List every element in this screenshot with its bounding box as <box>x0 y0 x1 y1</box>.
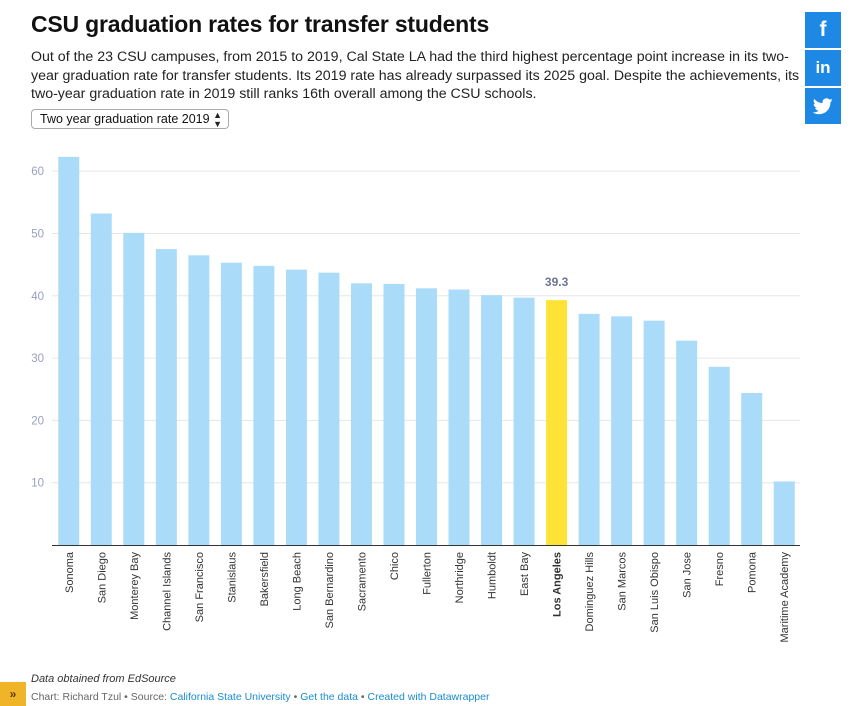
facebook-icon: f <box>819 18 827 41</box>
highlight-value-label: 39.3 <box>545 275 569 289</box>
byline-separator: • <box>357 691 368 703</box>
bar-pomona[interactable] <box>741 392 763 545</box>
x-tick-label: San Diego <box>96 552 108 603</box>
x-axis: Sonoma San Diego Monterey Bay Channel Islan… <box>64 275 791 642</box>
x-tick-label: San Luis Obispo <box>649 552 661 633</box>
x-tick-label: Sacramento <box>356 552 368 611</box>
bar-san-diego[interactable] <box>90 213 112 545</box>
bar-fresno[interactable] <box>708 366 730 545</box>
chart-notes: Data obtained from EdSource <box>31 673 176 685</box>
x-tick-label: San Jose <box>682 552 694 598</box>
chart-title: CSU graduation rates for transfer studen… <box>31 11 490 37</box>
y-tick-label: 30 <box>31 353 44 365</box>
bar-chart: 10 20 30 40 50 60 Sonoma San Diego Monterey Bay… <box>31 156 800 642</box>
bars <box>58 156 795 546</box>
y-tick-label: 20 <box>31 415 44 427</box>
x-tick-label: Pomona <box>747 551 759 593</box>
x-tick-label: Sonoma <box>64 551 76 593</box>
bar-east-bay[interactable] <box>513 297 535 545</box>
bar-san-marcos[interactable] <box>611 316 633 545</box>
y-axis: 10 20 30 40 50 60 <box>31 166 44 490</box>
bar-stanislaus[interactable] <box>220 262 242 545</box>
y-tick-label: 60 <box>31 166 44 178</box>
bar-sonoma[interactable] <box>58 156 80 546</box>
bar-humboldt[interactable] <box>481 295 503 545</box>
chart-description: Out of the 23 CSU campuses, from 2015 to… <box>31 49 800 102</box>
bar-san-francisco[interactable] <box>188 255 210 545</box>
twitter-share-button[interactable] <box>805 88 841 124</box>
bar-los-angeles[interactable] <box>546 300 568 545</box>
bar-san-luis-obispo[interactable] <box>643 320 665 545</box>
byline-prefix: Chart: Richard Tzul • Source: <box>31 691 170 703</box>
double-chevron-icon: » <box>9 687 17 701</box>
x-tick-label: Stanislaus <box>226 552 238 603</box>
bar-maritime-academy[interactable] <box>773 481 795 545</box>
bar-san-bernardino[interactable] <box>318 272 340 545</box>
source-link[interactable]: California State University <box>169 691 291 703</box>
bar-monterey-bay[interactable] <box>123 232 145 545</box>
x-tick-label: San Marcos <box>617 552 629 611</box>
x-tick-label: Humboldt <box>487 552 499 599</box>
bar-channel-islands[interactable] <box>155 249 177 545</box>
x-tick-label: Fullerton <box>422 552 434 595</box>
x-tick-label: East Bay <box>519 552 531 597</box>
expand-button[interactable]: » <box>0 682 26 706</box>
y-tick-label: 50 <box>31 228 44 240</box>
x-tick-label: Fresno <box>714 552 726 586</box>
bar-dominguez-hills[interactable] <box>578 313 600 545</box>
share-rail: f in <box>805 12 841 126</box>
y-tick-label: 40 <box>31 291 44 303</box>
x-tick-label: Bakersfield <box>259 552 271 606</box>
linkedin-icon: in <box>815 58 831 77</box>
x-tick-label: Northridge <box>454 552 466 603</box>
bar-bakersfield[interactable] <box>253 265 275 545</box>
x-tick-label: San Bernardino <box>324 552 336 628</box>
x-tick-label: San Francisco <box>194 552 206 622</box>
x-tick-label: Dominguez Hills <box>584 552 596 632</box>
x-tick-label: Channel Islands <box>161 552 173 631</box>
metric-select-value: Two year graduation rate 2019 <box>40 112 210 126</box>
select-arrows-icon: ▲ ▼ <box>213 110 222 129</box>
bar-long-beach[interactable] <box>285 269 307 545</box>
byline-separator: • <box>290 691 301 703</box>
x-tick-label: Long Beach <box>291 552 303 611</box>
x-tick-label: Maritime Academy <box>779 552 791 643</box>
x-tick-label: Chico <box>389 552 401 580</box>
chart-byline: Chart: Richard Tzul • Source: California… <box>31 691 489 703</box>
bar-san-jose[interactable] <box>676 340 698 545</box>
linkedin-share-button[interactable]: in <box>805 50 841 86</box>
x-tick-label: Los Angeles <box>552 552 564 617</box>
bar-chico[interactable] <box>383 283 405 545</box>
metric-select[interactable]: Two year graduation rate 2019 ▲ ▼ <box>31 109 229 129</box>
get-data-link[interactable]: Get the data <box>300 691 358 703</box>
y-tick-label: 10 <box>31 478 44 490</box>
bar-fullerton[interactable] <box>416 288 437 545</box>
twitter-icon <box>813 97 833 114</box>
datawrapper-link[interactable]: Created with Datawrapper <box>367 691 490 703</box>
x-tick-label: Monterey Bay <box>129 552 141 620</box>
bar-sacramento[interactable] <box>350 283 372 545</box>
bar-northridge[interactable] <box>448 289 470 545</box>
facebook-share-button[interactable]: f <box>805 12 841 48</box>
